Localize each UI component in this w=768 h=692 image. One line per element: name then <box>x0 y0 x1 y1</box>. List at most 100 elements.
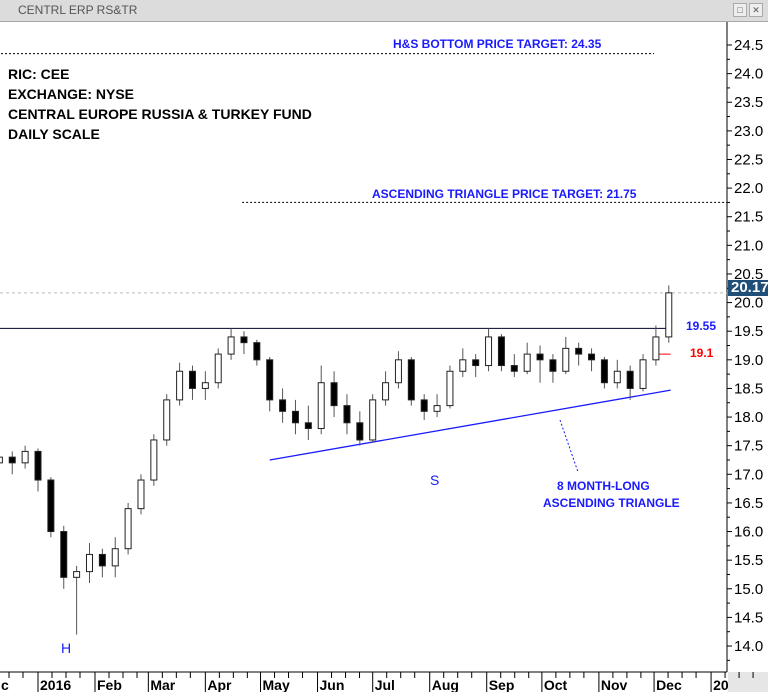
x-tick-label: Nov <box>601 677 628 692</box>
y-tick-label: 15.5 <box>734 552 763 569</box>
x-tick-label: Feb <box>97 677 122 692</box>
candle-body <box>639 359 647 389</box>
y-tick-label: 16.0 <box>734 524 763 541</box>
candle-body <box>382 382 390 401</box>
triangle-pointer <box>559 419 579 473</box>
candle-body <box>304 422 312 430</box>
candle-body <box>369 399 377 441</box>
y-tick-label: 23.5 <box>734 94 763 111</box>
candle-body <box>176 370 184 401</box>
candle-body <box>600 359 608 384</box>
ric-label: RIC: CEE <box>8 66 70 82</box>
y-tick-label: 20.5 <box>734 266 763 283</box>
candle-body <box>420 399 428 412</box>
x-tick-label: c <box>1 677 9 692</box>
candle-body <box>201 382 209 389</box>
candle-body <box>485 336 493 367</box>
candle-body <box>575 347 583 355</box>
y-tick-label: 24.0 <box>734 66 763 83</box>
candle-body <box>8 456 16 464</box>
resistance-label: 19.55 <box>686 319 717 333</box>
trendline <box>269 389 671 461</box>
candle-body <box>163 399 171 441</box>
y-tick-label: 18.0 <box>734 409 763 426</box>
candle-body <box>613 370 621 384</box>
stop-label: 19.1 <box>690 346 714 360</box>
candle-body <box>85 553 93 573</box>
y-tick-label: 21.5 <box>734 209 763 226</box>
candle-body <box>124 508 132 550</box>
scale-label: DAILY SCALE <box>8 126 100 142</box>
candle-body <box>407 359 415 401</box>
candle-body <box>459 359 467 372</box>
triangle-label-line1: 8 MONTH-LONG <box>557 479 650 493</box>
x-tick-label: Oct <box>544 677 568 692</box>
axis-corner <box>728 672 768 692</box>
maximize-icon[interactable]: □ <box>733 3 747 17</box>
close-icon[interactable]: ✕ <box>749 3 763 17</box>
y-tick-label: 21.0 <box>734 237 763 254</box>
candle-body <box>317 382 325 430</box>
y-tick-label: 18.5 <box>734 380 763 397</box>
x-tick-label: Jul <box>375 677 395 692</box>
candle-body <box>665 292 673 338</box>
chart-info: RIC: CEE EXCHANGE: NYSE CENTRAL EUROPE R… <box>8 64 312 144</box>
candle-body <box>433 405 441 412</box>
x-tick-label: Dec <box>656 677 682 692</box>
x-tick-label: Mar <box>150 677 175 692</box>
candle-body <box>73 571 81 578</box>
triangle-label: 8 MONTH-LONG ASCENDING TRIANGLE <box>543 478 680 512</box>
shoulder-label: S <box>430 472 440 488</box>
candle-body <box>240 336 248 344</box>
candle-body <box>21 450 29 464</box>
exchange-label: EXCHANGE: NYSE <box>8 86 135 102</box>
candle-body <box>446 370 454 407</box>
candle-body <box>343 405 351 424</box>
candle-body <box>523 353 531 372</box>
y-tick-label: 24.5 <box>734 37 763 54</box>
candle-body <box>111 548 119 567</box>
x-tick-label: May <box>263 677 290 692</box>
y-tick-label: 17.0 <box>734 466 763 483</box>
candle-body <box>472 359 480 367</box>
x-tick-label: Sep <box>489 677 515 692</box>
candle-body <box>497 336 505 367</box>
triangle-target-label: ASCENDING TRIANGLE PRICE TARGET: 21.75 <box>372 187 637 201</box>
y-tick-label: 19.0 <box>734 352 763 369</box>
triangle-label-line2: ASCENDING TRIANGLE <box>543 496 680 510</box>
candle-body <box>188 370 196 389</box>
candle-body <box>652 336 660 361</box>
candle-body <box>356 422 364 441</box>
head-label: H <box>61 640 72 656</box>
y-tick-label: 23.0 <box>734 123 763 140</box>
y-tick-label: 17.5 <box>734 438 763 455</box>
candle-body <box>330 382 338 407</box>
y-tick-label: 22.5 <box>734 151 763 168</box>
candle-body <box>626 370 634 389</box>
candle-body <box>266 359 274 401</box>
y-tick-label: 15.0 <box>734 581 763 598</box>
candle-body <box>227 336 235 355</box>
candle-body <box>510 365 518 372</box>
candle-body <box>279 399 287 412</box>
candle-body <box>291 410 299 424</box>
candle-body <box>549 359 557 372</box>
candle-body <box>562 347 570 372</box>
candle-body <box>137 479 145 510</box>
y-tick-label: 16.5 <box>734 495 763 512</box>
last-price-box: 20.17 <box>728 280 768 296</box>
window-title: CENTRL ERP RS&TR <box>18 3 138 17</box>
candle-body <box>588 353 596 361</box>
y-tick-label: 19.5 <box>734 323 763 340</box>
x-tick-label: 2016 <box>40 677 71 692</box>
candle-body <box>34 450 42 481</box>
candle-body <box>0 456 3 464</box>
candle-body <box>60 531 68 578</box>
fund-name-label: CENTRAL EUROPE RUSSIA & TURKEY FUND <box>8 106 312 122</box>
y-tick-label: 20.0 <box>734 295 763 312</box>
x-tick-label: Jun <box>320 677 345 692</box>
y-tick-label: 14.5 <box>734 609 763 626</box>
candle-body <box>214 353 222 384</box>
candle-body <box>150 439 158 481</box>
